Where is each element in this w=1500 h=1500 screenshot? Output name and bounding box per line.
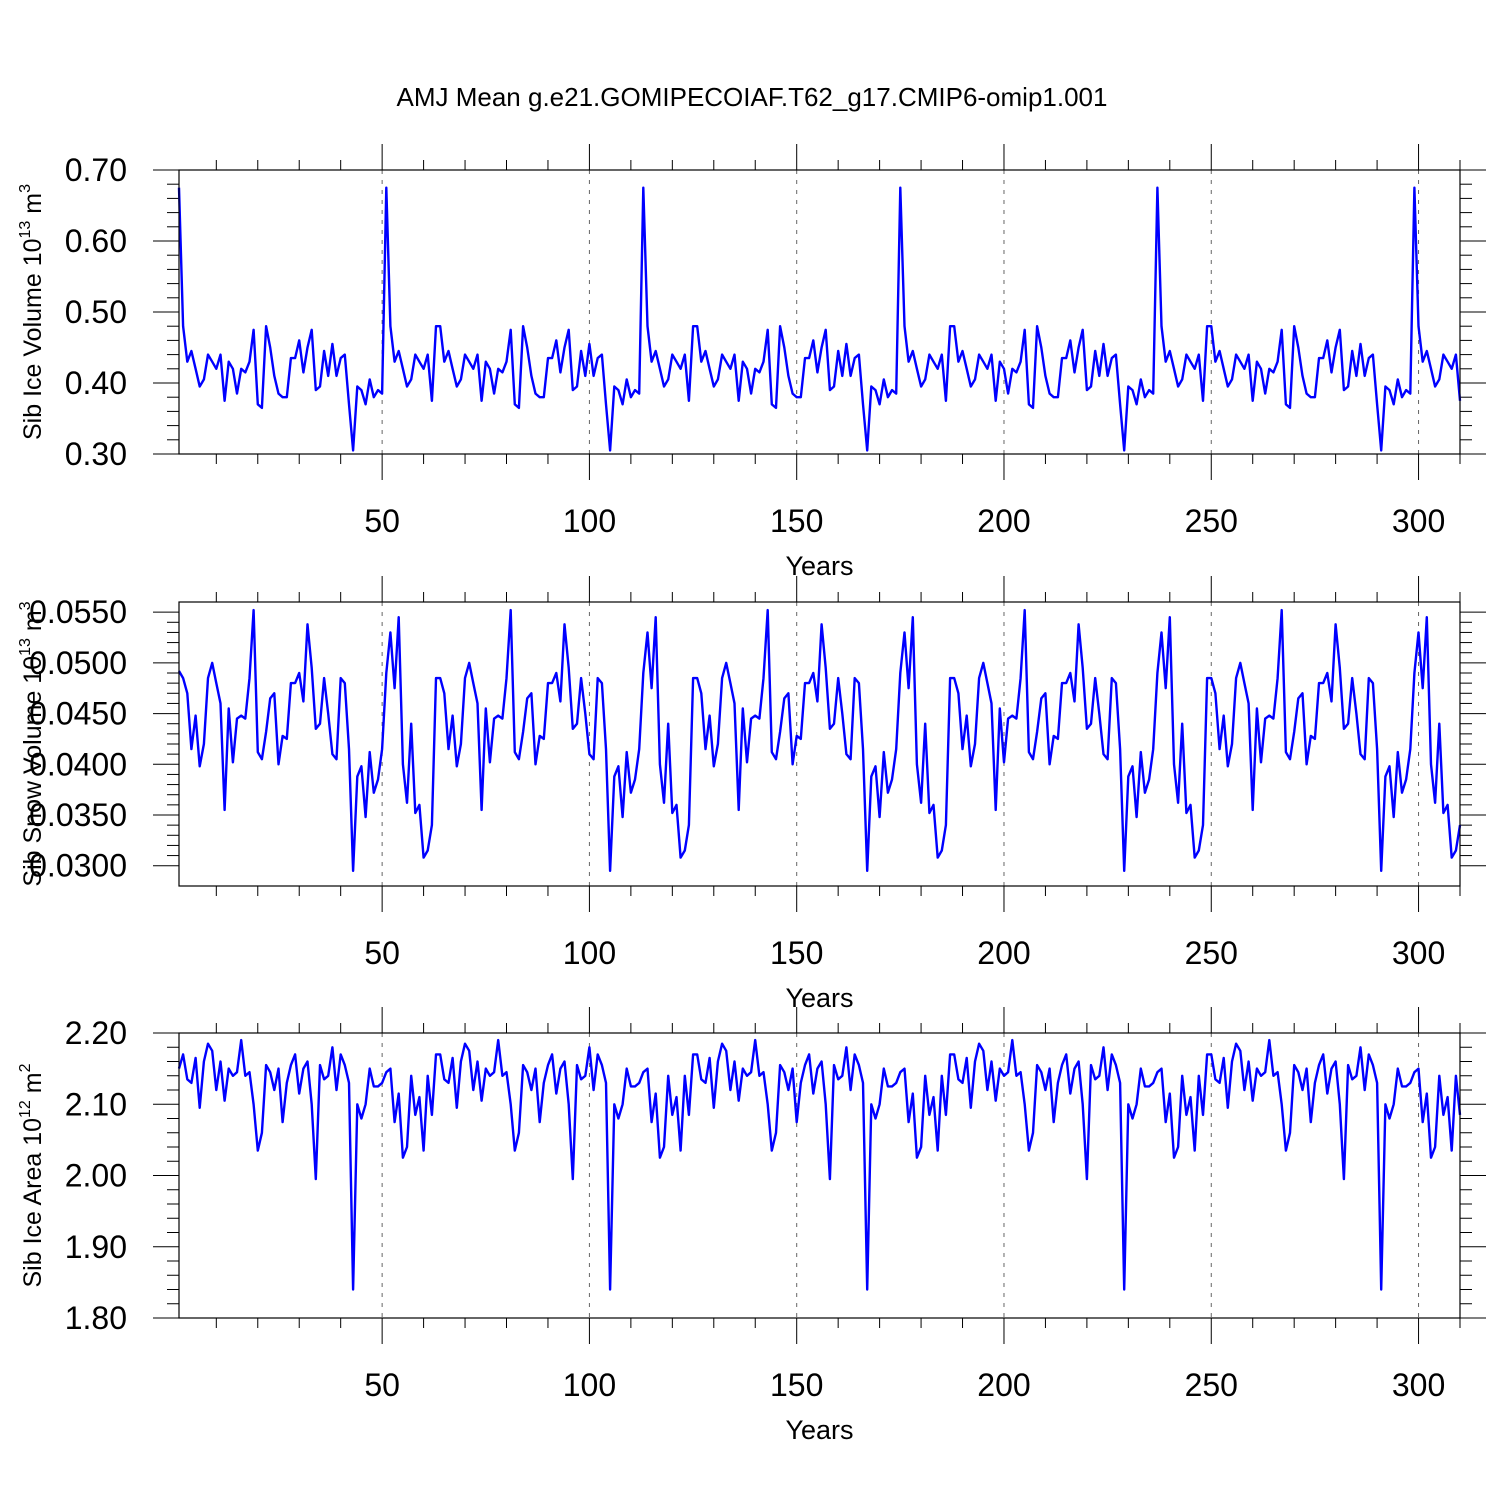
x-axis-label: Years <box>785 983 853 1013</box>
x-tick-label: 100 <box>563 935 616 971</box>
x-tick-label: 50 <box>364 1367 400 1403</box>
x-tick-label: 200 <box>977 1367 1030 1403</box>
x-tick-label: 250 <box>1185 1367 1238 1403</box>
y-tick-label: 2.00 <box>65 1158 127 1194</box>
y-tick-label: 0.0400 <box>29 746 127 782</box>
chart-panel-1: 50 100 150 200 250 300 0.70 0.60 0.50 0.40 0.30 Yea… <box>17 144 1486 581</box>
x-tick-label: 300 <box>1392 935 1445 971</box>
series-line <box>177 1038 1462 1291</box>
y-axis-label: Sib Ice Volume 1013 m3 <box>17 184 47 440</box>
x-tick-label: 200 <box>977 503 1030 539</box>
x-tick-label: 100 <box>563 1367 616 1403</box>
y-axis-label: Sib Snow Volume 1013 m3 <box>17 601 47 886</box>
y-tick-label: 0.0550 <box>29 594 127 630</box>
x-tick-label: 150 <box>770 935 823 971</box>
chart-panel-2: 50 100 150 200 250 300 0.0550 0.0500 0.0450 0.040… <box>17 576 1486 1013</box>
y-tick-label: 1.80 <box>65 1300 127 1336</box>
x-tick-label: 50 <box>364 503 400 539</box>
y-tick-label: 0.0500 <box>29 645 127 681</box>
y-tick-label: 0.40 <box>65 365 127 401</box>
x-tick-label: 50 <box>364 935 400 971</box>
series-line <box>177 608 1462 872</box>
y-tick-label: 0.0350 <box>29 797 127 833</box>
plot-frame <box>178 169 1461 455</box>
y-tick-label: 0.30 <box>65 436 127 472</box>
y-tick-label: 0.50 <box>65 294 127 330</box>
y-tick-label: 0.0300 <box>29 848 127 884</box>
y-tick-label: 2.10 <box>65 1086 127 1122</box>
x-axis-label: Years <box>785 1415 853 1445</box>
x-axis-label: Years <box>785 551 853 581</box>
y-axis-label: Sib Ice Area 1012 m2 <box>17 1063 47 1287</box>
y-tick-label: 0.0450 <box>29 696 127 732</box>
y-tick-label: 1.90 <box>65 1229 127 1265</box>
plot-frame <box>178 1032 1461 1319</box>
y-tick-label: 2.20 <box>65 1015 127 1051</box>
x-tick-label: 150 <box>770 1367 823 1403</box>
y-tick-label: 0.70 <box>65 152 127 188</box>
chart-title: AMJ Mean g.e21.GOMIPECOIAF.T62_g17.CMIP6… <box>397 82 1108 112</box>
x-tick-label: 200 <box>977 935 1030 971</box>
plot-frame <box>178 601 1461 887</box>
y-tick-label: 0.60 <box>65 223 127 259</box>
x-tick-label: 250 <box>1185 503 1238 539</box>
x-tick-label: 150 <box>770 503 823 539</box>
x-tick-label: 250 <box>1185 935 1238 971</box>
x-tick-label: 300 <box>1392 1367 1445 1403</box>
series-line <box>177 186 1462 452</box>
x-tick-label: 100 <box>563 503 616 539</box>
chart-panel-3: 50 100 150 200 250 300 2.20 2.10 2.00 1.90 1.80 Yea… <box>17 1007 1486 1445</box>
x-tick-label: 300 <box>1392 503 1445 539</box>
